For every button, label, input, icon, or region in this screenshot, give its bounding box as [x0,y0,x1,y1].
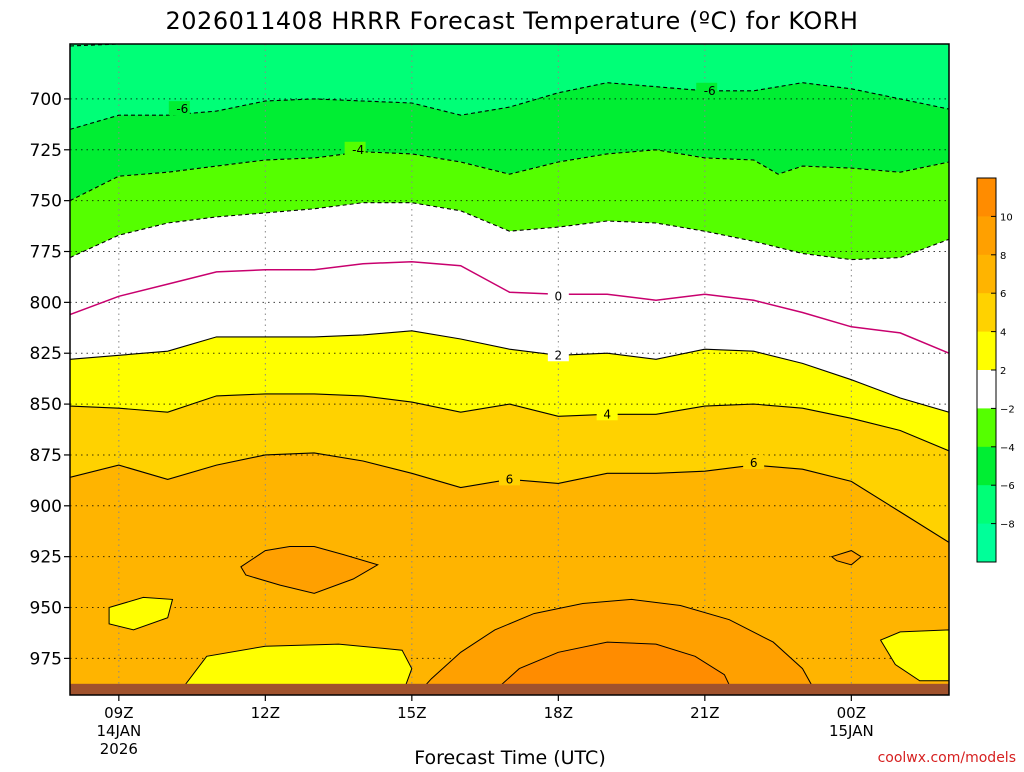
colorbar-label: −4 [1000,443,1015,454]
colorbar-label: 10 [1000,212,1013,223]
contour-label: 6 [506,472,514,486]
isotherm-2 [70,330,949,413]
cool-pocket-overnight [879,629,949,682]
isotherm-minus2 [70,202,949,261]
x-tick-label: 18Z [544,704,573,722]
colorbar-label: −6 [1000,481,1015,492]
contour-labels: -6 -4 -6 0 2 4 6 6 [168,82,765,486]
contour-label: 0 [555,289,563,303]
colorbar-swatch [977,408,996,448]
isotherm-4 [70,393,949,452]
colorbar-swatch [977,485,996,525]
band-2-to-4 [70,330,949,451]
contour-label-bg [547,288,569,303]
y-tick-label: 925 [30,548,62,568]
colorbar-swatch [977,178,996,217]
colorbar-swatch [977,446,996,486]
x-tick-year: 2026 [100,740,138,758]
contour-label-bg [344,141,366,156]
contour-label: -6 [704,84,716,98]
credit-text: coolwx.com/models [878,750,1016,766]
isotherm-minus4 [70,149,949,202]
colorbar-label: 8 [1000,251,1006,262]
contour-label-bg [499,471,520,486]
x-tick-label: 15Z [397,704,426,722]
colorbar-swatch [977,523,996,563]
contour-label-bg [596,406,618,421]
y-tick-label: 725 [30,141,62,161]
y-tick-label: 850 [30,395,62,415]
x-tick-date: 14JAN [96,722,141,740]
y-tick-label: 825 [30,344,62,364]
colorbar-swatch [977,293,996,333]
band-4-to-6 [70,393,949,543]
y-tick-label: 875 [30,446,62,466]
band-minus4-to-minus2 [70,149,949,260]
ground-layer [70,683,949,695]
colorbar-label: −8 [1000,520,1015,531]
x-tick-date: 15JAN [829,722,874,740]
colorbar-swatch [977,254,996,294]
y-axis: 700 725 750 775 800 825 850 875 900 925 950 975 [30,90,70,669]
contour-label: 6 [750,456,758,470]
plot-frame [69,43,950,696]
y-tick-label: 700 [30,90,62,110]
y-tick-label: 950 [30,599,62,619]
colorbar-label: 6 [1000,289,1006,300]
isotherm-0 [70,260,949,354]
colorbar-label: 2 [1000,366,1006,377]
x-tick-label: 21Z [690,704,719,722]
colorbar-label: −2 [1000,404,1015,415]
colorbar-label: 4 [1000,328,1006,339]
contour-label: -6 [176,102,188,116]
warm-pocket-12z [240,546,379,594]
contour-label-bg [547,347,569,362]
x-tick-label: 09Z [104,704,133,722]
plot-area [70,44,949,695]
y-tick-label: 975 [30,649,62,669]
contour-label-bg [168,101,190,116]
colorbar-swatch [977,331,996,371]
y-tick-label: 900 [30,497,62,517]
colorbar-swatch [977,370,996,409]
colorbar-swatch [977,216,996,256]
colorbar: 10 8 6 4 2 −2 −4 −6 −8 [976,177,1015,563]
contour-label-bg [696,82,718,97]
x-tick-label: 12Z [251,704,280,722]
band-minus2-to-2 [70,202,949,413]
x-tick-label: 00Z [837,704,866,722]
y-tick-label: 750 [30,192,62,212]
y-tick-label: 775 [30,243,62,263]
band-below-minus6 [70,44,949,130]
contour-label: -4 [352,143,364,157]
grid-lines [70,44,949,695]
y-tick-label: 800 [30,293,62,313]
chart-title: 2026011408 HRRR Forecast Temperature (ºC… [166,7,859,35]
warm-pocket-00z [830,550,862,566]
contour-label: 2 [555,348,563,362]
contour-label: 4 [603,407,611,421]
contour-label-bg [743,455,765,470]
isotherm-minus6 [70,82,949,130]
cool-pocket-09z [108,596,174,631]
warm-pockets [108,546,949,695]
x-axis-label: Forecast Time (UTC) [414,747,605,768]
temperature-fills [70,44,949,695]
